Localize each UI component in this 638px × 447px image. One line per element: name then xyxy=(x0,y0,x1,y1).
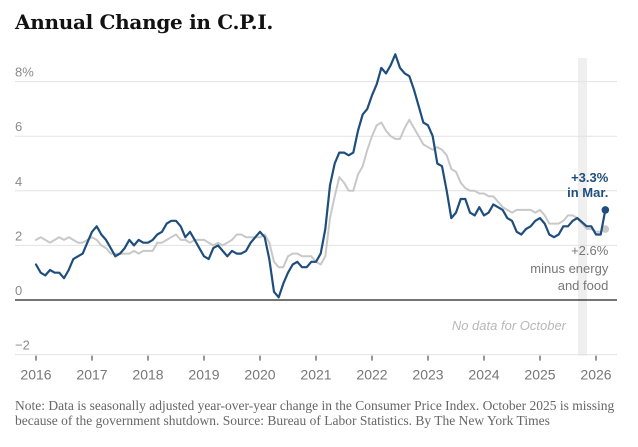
missing-data-shade xyxy=(578,58,587,356)
core-latest-point xyxy=(601,225,610,233)
note-source: Source: Bureau of Labor Statistics. xyxy=(222,413,413,428)
y-axis-labels: −2 0 2 4 6 8% xyxy=(15,65,34,353)
note-credit: By The New York Times xyxy=(415,413,550,428)
x-tick-label: 2020 xyxy=(244,367,275,383)
x-tick-label: 2017 xyxy=(76,367,107,383)
latest-value-label: +3.3% xyxy=(571,170,609,185)
x-tick-label: 2025 xyxy=(524,367,555,383)
x-tick-label: 2021 xyxy=(300,367,331,383)
note-text: Note: Data is seasonally adjusted year-o… xyxy=(15,398,615,428)
no-data-label: No data for October xyxy=(452,318,567,333)
x-tick-label: 2016 xyxy=(20,367,51,383)
y-tick-label: 8% xyxy=(15,65,34,80)
y-tick-label: 4 xyxy=(15,174,22,189)
gridlines xyxy=(15,81,617,356)
chart-title: Annual Change in C.P.I. xyxy=(15,10,274,34)
core-value-label: +2.6% xyxy=(571,243,609,258)
core-label-line2: and food xyxy=(558,278,609,293)
y-tick-label: 2 xyxy=(15,228,22,243)
core-label-line1: minus energy xyxy=(530,261,609,276)
cpi-core-line xyxy=(35,118,607,269)
x-axis: 2016 2017 2018 2019 2020 2021 2022 2023 2024 2025… xyxy=(20,355,612,383)
series-lines xyxy=(34,53,610,299)
y-tick-label: 0 xyxy=(15,283,22,298)
x-tick-label: 2024 xyxy=(468,367,499,383)
x-tick-label: 2018 xyxy=(132,367,163,383)
x-tick-label: 2019 xyxy=(188,367,219,383)
cpi-all-items-line xyxy=(34,53,607,299)
cpi-line-chart: −2 0 2 4 6 8% 2016 2017 2018 2019 2020 2021 2022 202… xyxy=(15,53,617,383)
x-tick-label: 2022 xyxy=(356,367,387,383)
cpi-latest-point xyxy=(601,206,610,214)
y-tick-label: 6 xyxy=(15,119,22,134)
latest-month-label: in Mar. xyxy=(567,185,608,200)
x-tick-label: 2026 xyxy=(580,367,611,383)
x-tick-label: 2023 xyxy=(412,367,443,383)
y-tick-label: −2 xyxy=(15,338,30,353)
chart-note: Note: Data is seasonally adjusted year-o… xyxy=(15,398,627,428)
